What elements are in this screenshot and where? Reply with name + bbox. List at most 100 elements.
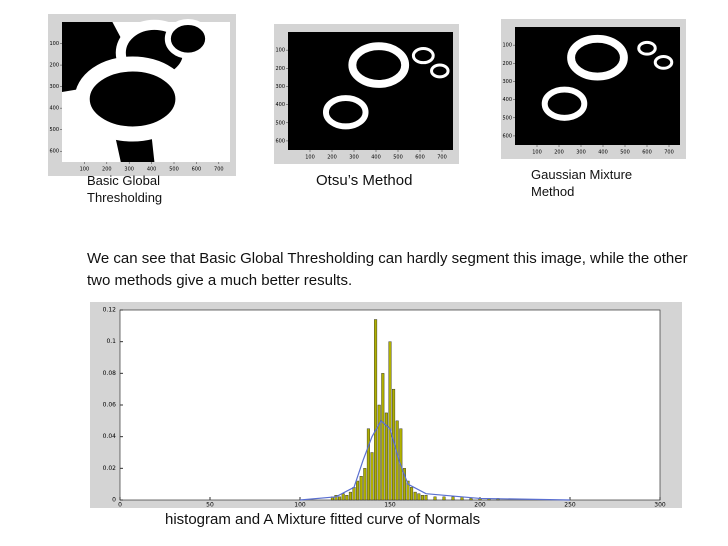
image [288, 32, 453, 150]
x-tick-label: 100 [532, 150, 542, 156]
y-tick-label: 600 [502, 133, 512, 139]
bar [402, 468, 406, 501]
y-tick-label: 0.1 [106, 338, 116, 345]
y-tick-label: 100 [502, 43, 512, 49]
bar [370, 452, 374, 501]
x-tick-label: 250 [564, 502, 576, 509]
image-ring [322, 95, 369, 130]
bar [381, 373, 385, 501]
x-tick-label: 200 [327, 155, 337, 161]
x-tick-label: 300 [124, 167, 134, 173]
y-tick-label: 0 [112, 497, 116, 504]
y-tick-label: 0.02 [103, 465, 117, 472]
x-tick-label: 0 [118, 502, 122, 509]
image-ring [637, 40, 657, 56]
x-tick-label: 100 [80, 167, 90, 173]
image-ring [411, 47, 435, 65]
x-tick-label: 300 [349, 155, 359, 161]
x-tick-label: 100 [305, 155, 315, 161]
bar [406, 480, 410, 501]
body-text: We can see that Basic Global Thresholdin… [87, 250, 688, 289]
chart-caption: histogram and A Mixture fitted curve of … [165, 511, 481, 528]
x-tick-label: 400 [598, 150, 608, 156]
bar [359, 476, 363, 501]
panel-caption: Basic Global Thresholding [87, 173, 163, 205]
y-tick-label: 300 [502, 79, 512, 85]
x-tick-label: 500 [393, 155, 403, 161]
y-tick-label: 500 [502, 115, 512, 121]
bar [338, 496, 342, 501]
bar [442, 496, 446, 501]
y-tick-label: 200 [49, 63, 59, 69]
y-tick-label: 400 [275, 102, 285, 108]
x-tick-label: 300 [654, 502, 666, 509]
x-tick-label: 300 [576, 150, 586, 156]
panel-caption: Gaussian Mixture Method [531, 167, 633, 199]
bar [424, 495, 428, 501]
y-tick-label: 400 [49, 106, 59, 112]
bar [451, 496, 455, 501]
bar [356, 480, 360, 501]
x-tick-label: 600 [415, 155, 425, 161]
image-ring [164, 18, 212, 59]
y-tick-label: 0.08 [103, 370, 117, 377]
x-tick-label: 150 [384, 502, 396, 509]
y-tick-label: 100 [275, 48, 285, 54]
image-ring [567, 34, 628, 81]
image-ring [348, 42, 410, 88]
x-tick-label: 500 [169, 167, 179, 173]
image-ring [74, 56, 191, 142]
bar [410, 487, 414, 501]
y-tick-label: 200 [275, 66, 285, 72]
bar [433, 496, 437, 501]
x-tick-label: 100 [294, 502, 306, 509]
y-tick-label: 100 [49, 41, 59, 47]
x-tick-label: 700 [437, 155, 447, 161]
panel-caption: Otsu’s Method [316, 172, 413, 189]
x-tick-label: 600 [642, 150, 652, 156]
y-tick-label: 600 [275, 138, 285, 144]
x-tick-label: 200 [474, 502, 486, 509]
bar [374, 319, 378, 501]
bar [363, 468, 367, 501]
fitted-curve [299, 419, 571, 501]
image-ring [653, 55, 674, 70]
bar [348, 491, 352, 501]
x-tick-label: 600 [192, 167, 202, 173]
bar [334, 495, 338, 501]
y-tick-label: 0.06 [103, 402, 117, 409]
bar [417, 493, 421, 501]
y-tick-label: 200 [502, 61, 512, 67]
y-tick-label: 500 [275, 120, 285, 126]
x-tick-label: 700 [664, 150, 674, 156]
image-ring [430, 63, 450, 79]
x-tick-label: 400 [371, 155, 381, 161]
x-tick-label: 50 [206, 502, 214, 509]
x-tick-label: 500 [620, 150, 630, 156]
image [515, 27, 680, 145]
x-tick-label: 400 [147, 167, 157, 173]
x-tick-label: 700 [214, 167, 224, 173]
bar [413, 491, 417, 501]
bar [377, 404, 381, 501]
bar [420, 495, 424, 501]
x-tick-label: 200 [102, 167, 112, 173]
bar [341, 493, 345, 501]
y-tick-label: 300 [49, 84, 59, 90]
bar [388, 341, 392, 501]
y-tick-label: 400 [502, 97, 512, 103]
bar [384, 412, 388, 501]
y-tick-label: 600 [49, 149, 59, 155]
y-tick-label: 0.12 [103, 307, 117, 314]
y-tick-label: 500 [49, 127, 59, 133]
x-tick-label: 200 [554, 150, 564, 156]
bar [469, 498, 473, 501]
bar [345, 495, 349, 501]
y-tick-label: 300 [275, 84, 285, 90]
bar [352, 487, 356, 501]
y-tick-label: 0.04 [103, 433, 117, 440]
bar [395, 420, 399, 501]
image-ring [541, 86, 588, 121]
